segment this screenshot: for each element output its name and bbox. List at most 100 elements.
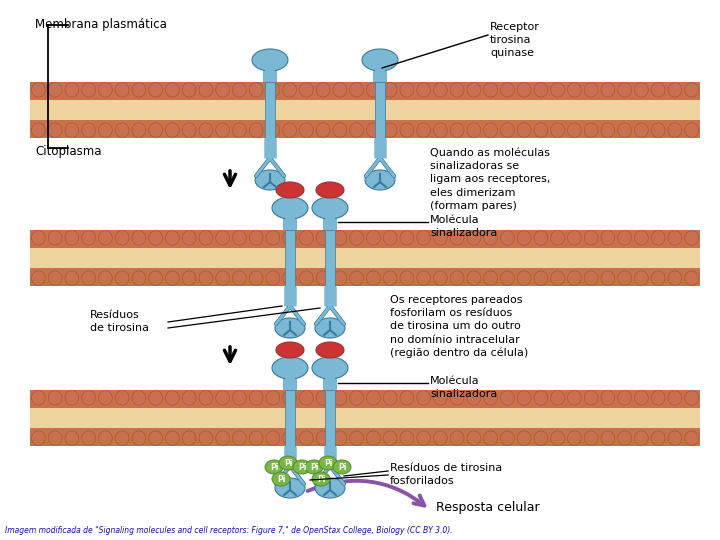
Ellipse shape [132,83,145,97]
Ellipse shape [601,231,615,245]
Ellipse shape [300,431,313,445]
Ellipse shape [567,231,581,245]
Ellipse shape [199,390,212,405]
Ellipse shape [233,431,246,445]
Ellipse shape [99,271,112,286]
Ellipse shape [182,431,196,445]
Ellipse shape [350,431,364,445]
Text: Molécula
sinalizadora: Molécula sinalizadora [430,376,498,399]
Ellipse shape [316,342,344,358]
Ellipse shape [601,83,615,97]
Text: Imagem modificada de "Signaling molecules and cell receptors: Figure 7," de Open: Imagem modificada de "Signaling molecule… [5,526,453,535]
Ellipse shape [312,472,330,486]
Bar [325,390,335,446]
Ellipse shape [652,123,665,138]
Ellipse shape [417,431,431,445]
Ellipse shape [233,83,246,97]
Bar [30,82,700,138]
Ellipse shape [433,390,447,405]
Ellipse shape [279,456,297,470]
Ellipse shape [182,83,196,97]
Ellipse shape [534,123,548,138]
Ellipse shape [618,123,631,138]
Ellipse shape [634,390,648,405]
Ellipse shape [32,83,45,97]
Ellipse shape [484,271,498,286]
Ellipse shape [283,231,297,245]
Ellipse shape [255,170,285,190]
Ellipse shape [417,390,431,405]
Ellipse shape [618,83,631,97]
Text: Pi: Pi [310,462,318,471]
Text: Os receptores pareados
fosforilam os resíduos
de tirosina um do outro
no domínio: Os receptores pareados fosforilam os res… [390,295,528,359]
Text: Molécula
sinalizadora: Molécula sinalizadora [430,215,498,238]
Text: Membrana plasmática: Membrana plasmática [35,18,167,31]
Ellipse shape [333,231,347,245]
Ellipse shape [65,271,78,286]
Ellipse shape [484,390,498,405]
Ellipse shape [567,390,581,405]
Ellipse shape [534,83,548,97]
Ellipse shape [350,83,364,97]
Bar [30,408,700,428]
Bar [375,82,385,138]
Ellipse shape [652,83,665,97]
Ellipse shape [199,83,212,97]
Ellipse shape [132,390,145,405]
Ellipse shape [275,478,305,498]
Ellipse shape [417,231,431,245]
Ellipse shape [551,431,564,445]
Ellipse shape [48,431,62,445]
Ellipse shape [450,390,464,405]
Ellipse shape [584,431,598,445]
Ellipse shape [534,390,548,405]
Ellipse shape [233,271,246,286]
Ellipse shape [199,431,212,445]
Ellipse shape [293,460,311,474]
Ellipse shape [216,271,230,286]
Ellipse shape [115,83,129,97]
Ellipse shape [567,271,581,286]
Ellipse shape [551,271,564,286]
Ellipse shape [249,83,263,97]
Ellipse shape [517,431,531,445]
Ellipse shape [634,231,648,245]
Ellipse shape [433,231,447,245]
Ellipse shape [316,271,330,286]
Ellipse shape [265,460,283,474]
Bar [30,390,700,446]
Ellipse shape [115,271,129,286]
Ellipse shape [115,390,129,405]
Ellipse shape [182,123,196,138]
Ellipse shape [383,231,397,245]
Ellipse shape [233,390,246,405]
Ellipse shape [99,83,112,97]
Ellipse shape [467,271,481,286]
Ellipse shape [350,231,364,245]
Ellipse shape [366,271,380,286]
Ellipse shape [166,431,179,445]
Ellipse shape [685,83,698,97]
Ellipse shape [275,318,305,338]
Ellipse shape [305,460,323,474]
Ellipse shape [668,231,682,245]
Ellipse shape [249,431,263,445]
Ellipse shape [65,231,78,245]
Ellipse shape [316,123,330,138]
Ellipse shape [484,123,498,138]
Ellipse shape [467,431,481,445]
Ellipse shape [450,271,464,286]
Ellipse shape [132,431,145,445]
Ellipse shape [249,390,263,405]
Ellipse shape [99,231,112,245]
Ellipse shape [551,123,564,138]
Ellipse shape [383,271,397,286]
Ellipse shape [333,271,347,286]
Ellipse shape [668,83,682,97]
Ellipse shape [32,123,45,138]
Text: Pi: Pi [276,475,285,483]
Ellipse shape [283,431,297,445]
Ellipse shape [366,231,380,245]
Ellipse shape [417,123,431,138]
Ellipse shape [618,431,631,445]
